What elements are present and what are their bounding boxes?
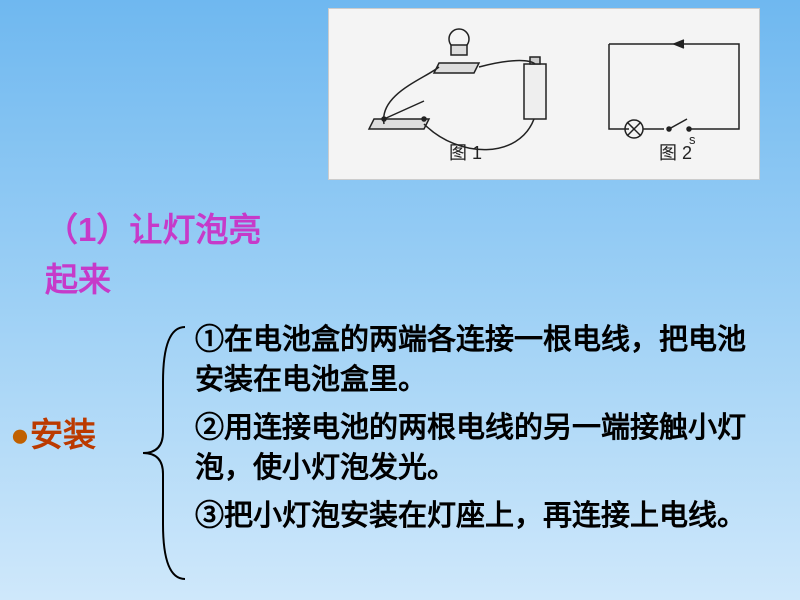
install-text: 安装 [30, 416, 96, 453]
install-label: ●安装 [10, 408, 96, 456]
heading-number: （1） [45, 211, 129, 248]
circuit-svg: 图 1 s 图 2 [329, 9, 759, 179]
step-2: ②用连接电池的两根电线的另一端接触小灯泡，使小灯泡发光。 [195, 408, 770, 488]
brace-icon [135, 322, 190, 584]
step-1: ①在电池盒的两端各连接一根电线，把电池安装在电池盒里。 [195, 320, 770, 400]
bullet-dot-icon: ● [10, 416, 30, 453]
circuit-illustration: 图 1 s 图 2 [328, 8, 760, 180]
heading-text-2: 起来 [45, 261, 111, 298]
steps-block: ①在电池盒的两端各连接一根电线，把电池安装在电池盒里。 ②用连接电池的两根电线的… [195, 320, 770, 536]
heading-text-1: 让灯泡亮 [129, 211, 261, 248]
step-3: ③把小灯泡安装在灯座上，再连接上电线。 [195, 496, 770, 536]
fig1-label: 图 1 [449, 143, 482, 163]
fig2-label: 图 2 [659, 143, 692, 163]
section-heading: （1）让灯泡亮 起来 [45, 205, 261, 304]
